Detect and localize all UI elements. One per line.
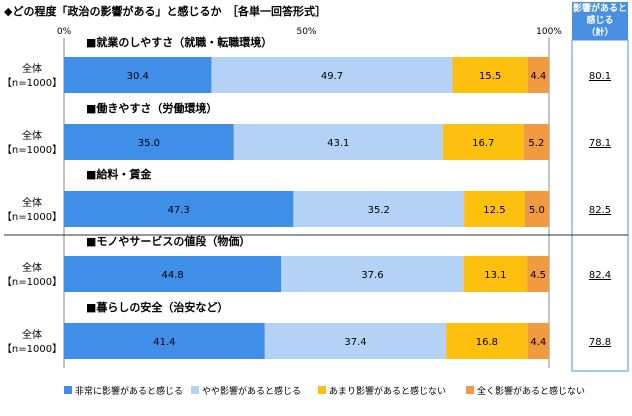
bar-segment — [264, 323, 447, 359]
bar-value-label: 37.6 — [361, 270, 383, 281]
row-label-line2: 【n=1000】 — [2, 77, 62, 89]
x-tick-label: 0% — [57, 27, 72, 37]
bar-value-label: 4.4 — [530, 71, 546, 82]
bar-value-label: 5.2 — [528, 138, 544, 149]
bar-segment — [527, 256, 549, 292]
bar-value-label: 44.8 — [162, 270, 184, 281]
bar-segment — [463, 256, 528, 292]
bar-segment — [64, 191, 294, 227]
bar-segment — [452, 57, 528, 93]
bar-value-label: 35.2 — [368, 205, 390, 216]
bar-value-label: 49.7 — [321, 71, 343, 82]
x-tick-label: 50% — [296, 27, 316, 37]
legend-swatch — [318, 386, 326, 394]
bar-value-label: 16.8 — [476, 337, 498, 348]
legend-label: 全く影響があると感じない — [477, 385, 585, 397]
total-value: 78.8 — [589, 337, 611, 348]
total-header: 影響があると 感じる （計） — [572, 2, 628, 40]
bar-segment — [64, 124, 234, 160]
bar-segment — [527, 57, 549, 93]
chart-title: ◆どの程度「政治の影響がある」と感じるか ［各単一回答形式］ — [4, 5, 326, 18]
bar-segment — [64, 323, 265, 359]
row-label-line2: 【n=1000】 — [2, 343, 62, 355]
row-label-line1: 全体 — [22, 196, 42, 209]
legend-label: やや影響があると感じる — [202, 385, 301, 397]
bar-segment — [446, 323, 528, 359]
total-value: 82.4 — [589, 270, 611, 281]
bar-segment — [281, 256, 464, 292]
row-label-line1: 全体 — [22, 328, 42, 341]
bar-value-label: 47.3 — [168, 205, 190, 216]
bar-value-label: 5.0 — [529, 205, 545, 216]
bar-value-label: 12.5 — [483, 205, 505, 216]
bar-value-label: 43.1 — [327, 138, 349, 149]
legend-label: 非常に影響があると感じる — [75, 385, 183, 397]
legend-swatch — [191, 386, 199, 394]
row-label-line1: 全体 — [22, 261, 42, 274]
category-title: ■就業のしやすさ（就職・転職環境） — [86, 35, 272, 49]
total-value: 80.1 — [589, 71, 611, 82]
total-value: 78.1 — [589, 138, 611, 149]
bar-value-label: 35.0 — [138, 138, 160, 149]
bar-segment — [64, 57, 212, 93]
legend-swatch — [466, 386, 474, 394]
bar-value-label: 30.4 — [127, 71, 149, 82]
category-title: ■暮らしの安全（治安など） — [86, 300, 228, 314]
row-label-line2: 【n=1000】 — [2, 211, 62, 223]
row-label-line1: 全体 — [22, 62, 42, 75]
category-title: ■モノやサービスの値段（物価） — [86, 234, 250, 248]
bar-segment — [64, 256, 282, 292]
bar-segment — [527, 323, 549, 359]
bar-segment — [523, 124, 549, 160]
bar-segment — [293, 191, 465, 227]
bar-value-label: 41.4 — [153, 337, 175, 348]
total-value: 82.5 — [589, 205, 611, 216]
total-header-line3: （計） — [586, 28, 614, 38]
bar-value-label: 4.4 — [530, 337, 546, 348]
total-box-frame — [571, 39, 629, 372]
bar-segment — [442, 124, 524, 160]
bar-segment — [464, 191, 525, 227]
bar-segment — [211, 57, 453, 93]
legend-swatch — [64, 386, 72, 394]
total-header-line1: 影響があると — [572, 4, 627, 14]
row-label-line1: 全体 — [22, 129, 42, 142]
legend-label: あまり影響があると感じない — [329, 385, 446, 397]
bar-value-label: 37.4 — [344, 337, 366, 348]
category-title: ■働きやすさ（労働環境） — [86, 101, 217, 115]
bar-value-label: 16.7 — [472, 138, 494, 149]
bar-value-label: 13.1 — [484, 270, 506, 281]
x-tick-label: 100% — [536, 27, 562, 37]
bar-segment — [233, 124, 443, 160]
bar-value-label: 4.5 — [530, 270, 546, 281]
bar-segment — [524, 191, 549, 227]
category-title: ■給料・賃金 — [86, 167, 152, 181]
row-label-line2: 【n=1000】 — [2, 276, 62, 288]
bar-value-label: 15.5 — [479, 71, 501, 82]
row-label-line2: 【n=1000】 — [2, 144, 62, 156]
total-header-line2: 感じる — [586, 16, 614, 26]
